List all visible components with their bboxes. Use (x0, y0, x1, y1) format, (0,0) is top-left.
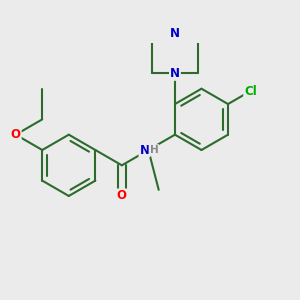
Text: Cl: Cl (244, 85, 257, 98)
Text: N: N (170, 67, 180, 80)
Text: H: H (149, 145, 158, 155)
Text: N: N (170, 27, 180, 40)
Text: O: O (11, 128, 21, 141)
Text: O: O (117, 190, 127, 202)
Text: H: H (144, 145, 153, 155)
Text: N: N (140, 143, 149, 157)
